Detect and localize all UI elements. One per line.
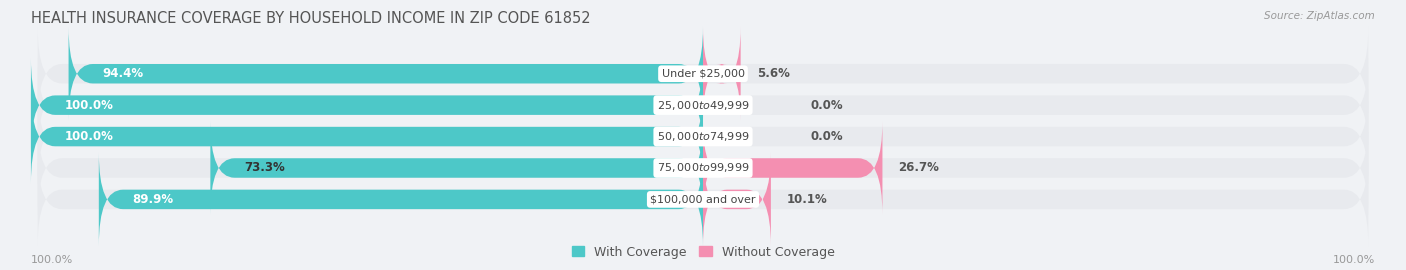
Text: HEALTH INSURANCE COVERAGE BY HOUSEHOLD INCOME IN ZIP CODE 61852: HEALTH INSURANCE COVERAGE BY HOUSEHOLD I… (31, 11, 591, 26)
FancyBboxPatch shape (38, 90, 1368, 183)
Text: $100,000 and over: $100,000 and over (650, 194, 756, 204)
Text: Source: ZipAtlas.com: Source: ZipAtlas.com (1264, 11, 1375, 21)
FancyBboxPatch shape (703, 27, 741, 120)
Text: 26.7%: 26.7% (898, 161, 939, 174)
FancyBboxPatch shape (31, 58, 703, 152)
Text: 89.9%: 89.9% (132, 193, 173, 206)
Text: $75,000 to $99,999: $75,000 to $99,999 (657, 161, 749, 174)
Text: 100.0%: 100.0% (65, 130, 114, 143)
Text: Under $25,000: Under $25,000 (661, 69, 745, 79)
FancyBboxPatch shape (38, 121, 1368, 215)
Text: 94.4%: 94.4% (103, 67, 143, 80)
FancyBboxPatch shape (38, 58, 1368, 152)
FancyBboxPatch shape (38, 27, 1368, 120)
FancyBboxPatch shape (31, 90, 703, 183)
FancyBboxPatch shape (703, 153, 770, 246)
Text: 10.1%: 10.1% (787, 193, 828, 206)
Text: 0.0%: 0.0% (810, 99, 844, 112)
Text: $50,000 to $74,999: $50,000 to $74,999 (657, 130, 749, 143)
FancyBboxPatch shape (703, 121, 883, 215)
FancyBboxPatch shape (69, 27, 703, 120)
Text: 0.0%: 0.0% (810, 130, 844, 143)
FancyBboxPatch shape (38, 153, 1368, 246)
Text: 100.0%: 100.0% (31, 255, 73, 265)
Text: 100.0%: 100.0% (65, 99, 114, 112)
Legend: With Coverage, Without Coverage: With Coverage, Without Coverage (567, 241, 839, 264)
FancyBboxPatch shape (211, 121, 703, 215)
Text: $25,000 to $49,999: $25,000 to $49,999 (657, 99, 749, 112)
Text: 5.6%: 5.6% (756, 67, 790, 80)
Text: 100.0%: 100.0% (1333, 255, 1375, 265)
FancyBboxPatch shape (98, 153, 703, 246)
Text: 73.3%: 73.3% (245, 161, 285, 174)
